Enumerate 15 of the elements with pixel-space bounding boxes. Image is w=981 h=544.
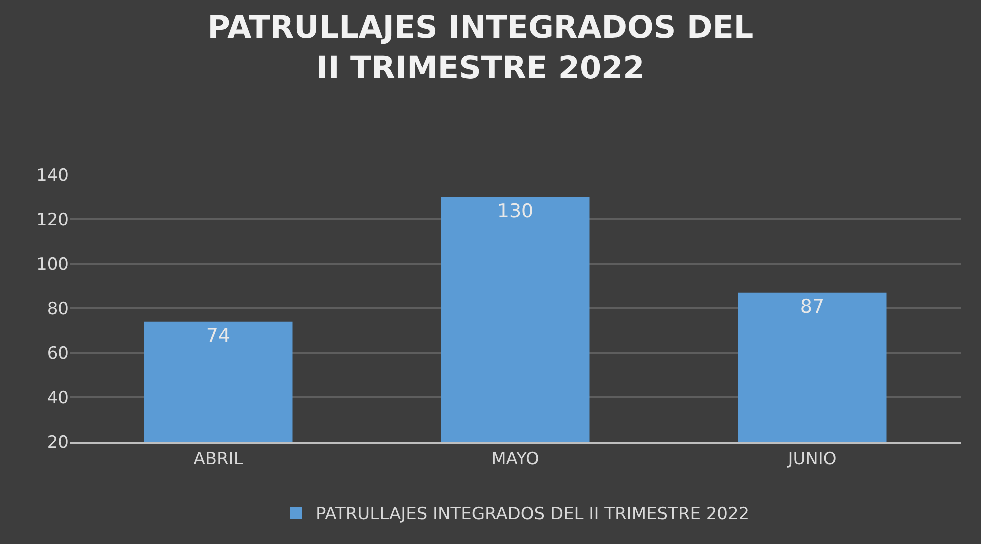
data-label: 130 [497, 200, 534, 222]
y-tick-label: 100 [36, 254, 69, 275]
y-tick-label: 140 [36, 166, 69, 186]
x-tick-label: JUNIO [787, 449, 837, 470]
data-label: 74 [206, 324, 231, 347]
chart-title: PATRULLAJES INTEGRADOS DEL II TRIMESTRE 2022 [208, 10, 754, 86]
y-tick-label: 40 [47, 388, 69, 408]
y-tick-label: 120 [36, 210, 69, 230]
x-tick-label: MAYO [492, 449, 540, 470]
legend-label: PATRULLAJES INTEGRADOS DEL II TRIMESTRE 2022 [316, 504, 750, 525]
y-tick-label: 80 [47, 299, 69, 320]
x-tick-label: ABRIL [194, 449, 244, 470]
data-label: 87 [800, 296, 825, 318]
y-tick-label: 20 [47, 432, 69, 453]
y-tick-label: 60 [47, 344, 69, 364]
